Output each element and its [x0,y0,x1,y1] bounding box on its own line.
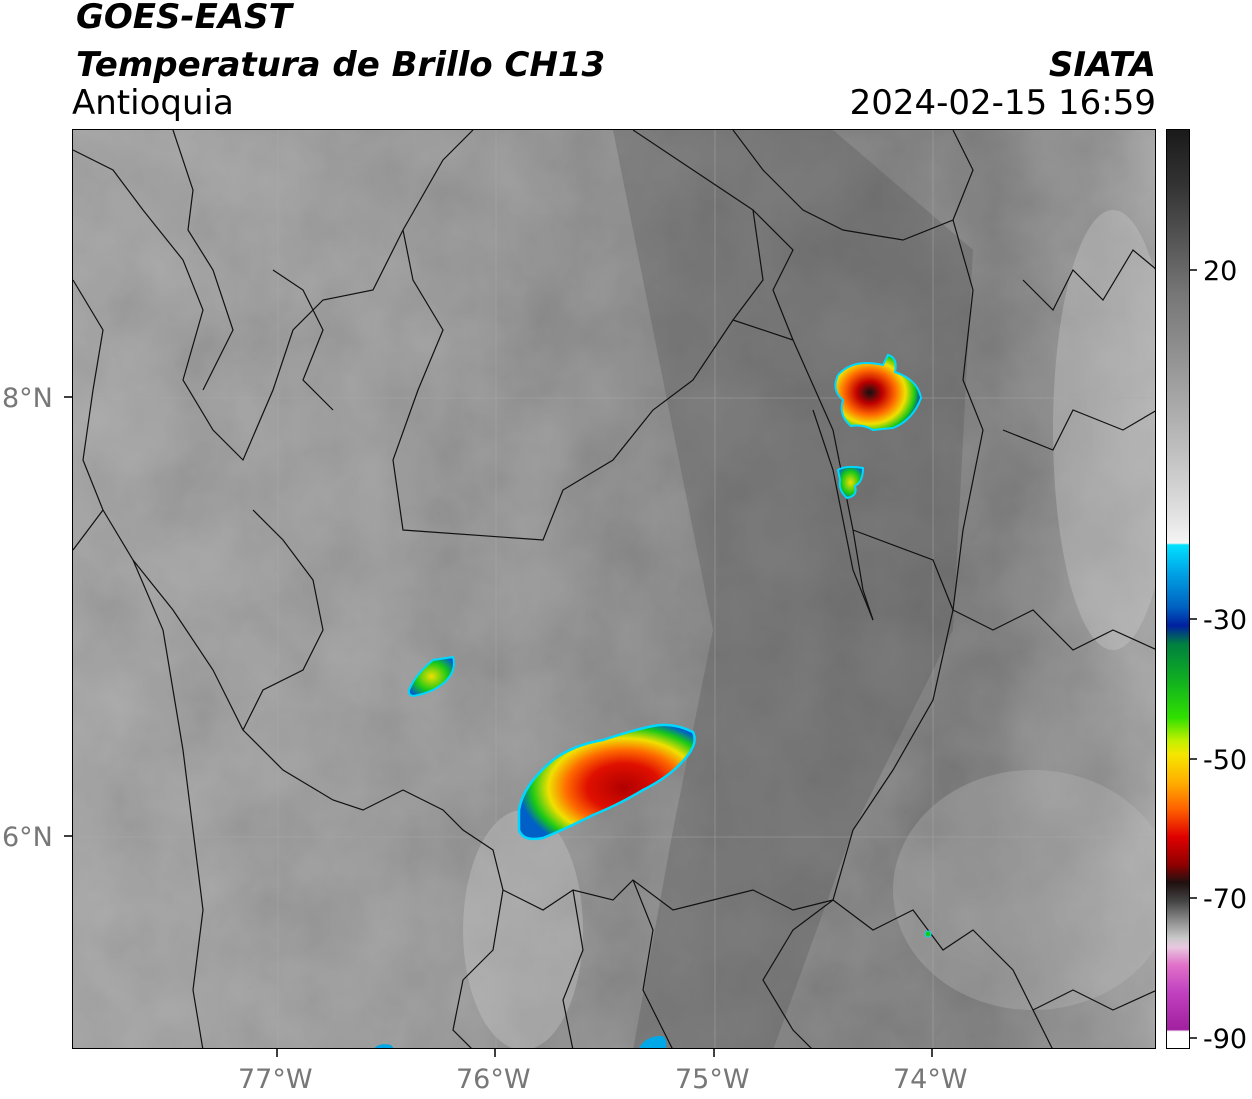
storm-cell-south-edge-2 [639,1035,667,1048]
colorbar-label-neg50: -50 [1203,745,1248,776]
cloud-band-east [1053,210,1155,650]
datetime-label: 2024-02-15 16:59 [849,83,1156,123]
product-title: Temperatura de Brillo CH13 [76,45,606,85]
storm-cell-northeast-small[interactable] [836,465,865,500]
satellite-title: GOES-EAST [76,0,292,37]
lon-label-74w: 74°W [893,1064,968,1095]
storm-cell-south-edge-1 [374,1044,394,1048]
lon-label-76w: 76°W [456,1064,531,1095]
colorbar-label-neg90: -90 [1203,1024,1248,1055]
colorbar-gradient [1167,130,1189,1048]
political-boundaries [73,130,1155,1048]
lon-label-77w: 77°W [238,1064,313,1095]
lon-label-75w: 75°W [675,1064,750,1095]
cloud-band-southeast [893,770,1155,1010]
dark-valley [613,130,973,1048]
map-canvas [73,130,1155,1048]
imagery-texture [73,130,1155,1048]
lat-label-8n: 8°N [2,383,53,414]
satellite-map[interactable] [72,129,1156,1049]
region-label: Antioquia [72,83,234,123]
storm-cell-northeast[interactable] [834,353,923,432]
cloud-band-south [463,810,583,1048]
graticule [73,130,1155,1048]
agency-label: SIATA [1048,45,1156,85]
storm-cell-central[interactable] [517,723,696,841]
colorbar [1166,129,1190,1049]
storm-cell-west[interactable] [407,655,455,697]
storm-cell-tiny [924,930,932,938]
lat-label-6n: 6°N [2,822,53,853]
colorbar-label-20: 20 [1203,256,1238,287]
colorbar-label-neg30: -30 [1203,605,1248,636]
colorbar-label-neg70: -70 [1203,884,1248,915]
